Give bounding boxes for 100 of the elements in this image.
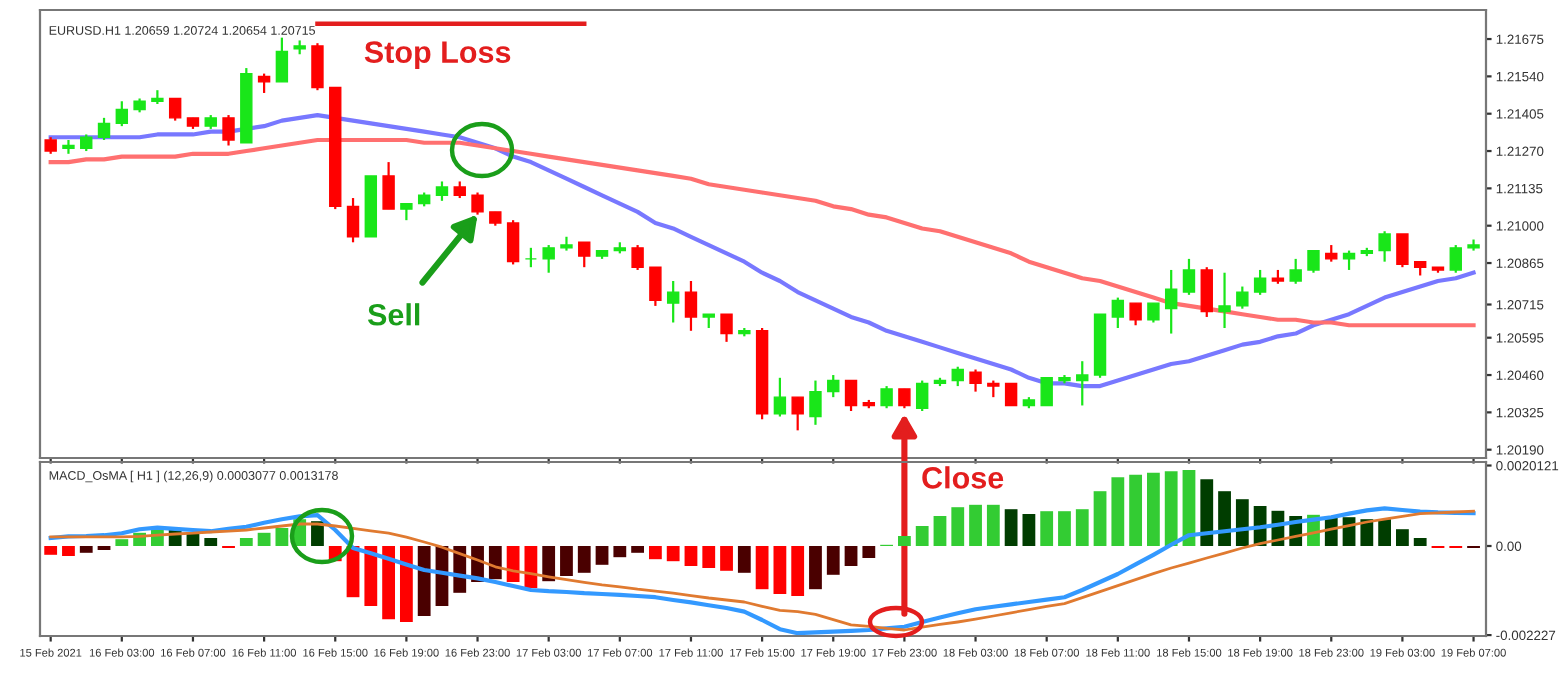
candlestick — [1342, 249, 1356, 272]
candlestick — [969, 368, 982, 393]
candlestick — [1236, 285, 1249, 310]
bar — [809, 546, 822, 590]
candlestick — [1164, 268, 1178, 335]
bar — [524, 546, 538, 588]
candlestick — [1111, 296, 1125, 330]
candlestick — [1040, 377, 1053, 407]
bar — [1093, 491, 1107, 546]
candlestick — [1396, 232, 1409, 269]
line-series — [48, 113, 1476, 389]
bar — [1218, 491, 1231, 546]
bar — [364, 546, 378, 606]
candlestick — [115, 100, 129, 128]
bar — [631, 546, 645, 553]
candlestick — [1449, 243, 1462, 274]
annotation: Close — [922, 466, 1004, 489]
candlestick — [1004, 382, 1018, 407]
bar — [1129, 474, 1143, 546]
candlestick — [97, 116, 111, 142]
candlestick — [1182, 257, 1196, 296]
bar — [399, 546, 413, 622]
annotation: Sell — [367, 303, 420, 326]
candlestick — [257, 72, 271, 95]
candlestick — [1378, 230, 1391, 263]
bar — [577, 546, 591, 573]
candlestick — [649, 266, 662, 308]
bar — [951, 507, 965, 546]
annotation: Stop Loss — [364, 41, 511, 69]
candlestick — [827, 373, 840, 399]
candlestick — [720, 313, 733, 343]
candlestick — [542, 243, 555, 274]
candlestick — [791, 396, 804, 432]
bar — [1022, 514, 1036, 546]
candlestick — [898, 387, 911, 410]
bar — [62, 546, 75, 556]
bar — [791, 546, 805, 596]
bar — [204, 538, 218, 546]
candlestick — [684, 279, 698, 332]
candlestick — [311, 42, 324, 92]
bar — [1075, 509, 1089, 546]
candlestick — [222, 113, 235, 147]
bar — [44, 546, 58, 555]
candlestick — [1147, 302, 1160, 324]
bar — [737, 546, 751, 573]
bar — [898, 536, 911, 546]
candlestick — [346, 196, 360, 244]
bar — [1164, 471, 1178, 546]
bar — [666, 546, 680, 562]
candlestick — [844, 379, 858, 413]
bar — [826, 546, 840, 575]
bar — [1147, 472, 1160, 546]
candlestick — [666, 279, 680, 324]
bar — [79, 546, 93, 553]
bar — [1040, 511, 1054, 546]
bar — [1004, 509, 1018, 546]
candlestick — [880, 384, 893, 410]
candlestick — [773, 376, 787, 418]
bar — [1235, 499, 1249, 546]
bar — [862, 546, 876, 558]
candlestick — [524, 246, 538, 269]
bar — [648, 546, 662, 560]
bar — [613, 546, 627, 558]
bar — [115, 539, 129, 546]
bar — [1396, 529, 1409, 546]
bar — [969, 504, 982, 546]
bar — [720, 546, 733, 571]
candlestick — [1129, 302, 1142, 327]
bar — [542, 546, 556, 582]
bar — [915, 526, 929, 546]
candlestick — [631, 243, 644, 272]
candlestick — [1218, 271, 1231, 330]
candlestick — [1076, 360, 1089, 407]
bar — [1200, 479, 1214, 546]
bar — [382, 546, 396, 620]
bar — [275, 528, 289, 546]
line-series — [48, 137, 1476, 328]
bar — [595, 546, 609, 565]
bar — [773, 546, 787, 594]
bar — [986, 504, 1000, 546]
candlestick — [1200, 266, 1213, 319]
bar — [684, 546, 698, 566]
candlestick — [578, 241, 591, 269]
bar — [257, 532, 271, 546]
bar — [702, 546, 716, 568]
candlestick — [1253, 268, 1267, 296]
candlestick — [506, 219, 520, 266]
bar — [239, 538, 253, 546]
candlestick — [275, 36, 289, 84]
bar — [933, 516, 947, 546]
candlestick — [1307, 249, 1320, 274]
bar — [755, 546, 769, 590]
bar — [506, 546, 520, 582]
candlestick — [1289, 257, 1302, 285]
bar — [560, 546, 573, 576]
candlestick — [168, 97, 182, 122]
bar — [1058, 511, 1071, 546]
bar — [1111, 477, 1125, 546]
bar — [1413, 538, 1427, 546]
candlestick — [915, 379, 929, 413]
